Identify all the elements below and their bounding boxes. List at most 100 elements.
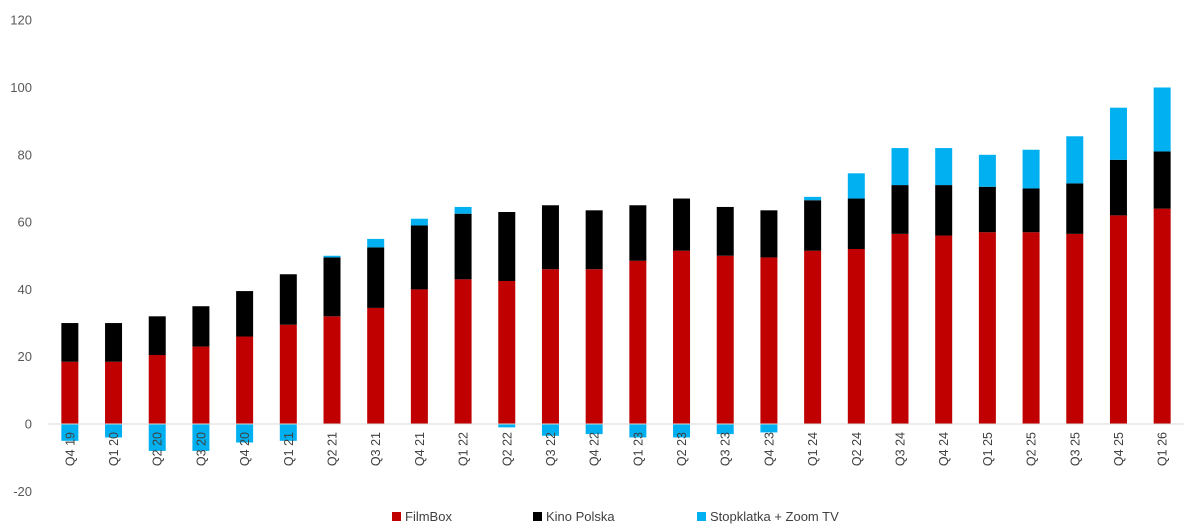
bar-stopklatka-zoom-tv: [105, 424, 123, 438]
bar-kino-polska: [1066, 183, 1084, 234]
y-tick-label: 100: [10, 80, 32, 95]
bar-filmbox: [760, 257, 778, 424]
x-tick-label: Q4 22: [588, 432, 602, 466]
legend-item-kino-polska: Kino Polska: [533, 509, 615, 524]
x-tick-label: Q2 20: [151, 432, 165, 466]
bar-filmbox: [1153, 208, 1171, 424]
bar-stopklatka-zoom-tv: [585, 424, 603, 435]
bar-kino-polska: [1109, 159, 1127, 216]
bar-kino-polska: [279, 274, 297, 325]
bar-kino-polska: [105, 323, 123, 362]
bar-kino-polska: [847, 198, 865, 250]
x-axis: Q4 19 Q1 20 Q2 20 Q3 20 Q4 20 Q1 21 Q2 21 Q3 21…: [63, 432, 1169, 466]
bar-filmbox: [541, 269, 559, 424]
legend-label-stopklatka-zoom-tv: Stopklatka + Zoom TV: [710, 509, 839, 524]
bar-filmbox: [935, 235, 953, 424]
bar-filmbox: [148, 355, 166, 424]
bar-stopklatka-zoom-tv: [410, 218, 428, 226]
bars-layer: [61, 87, 1171, 451]
bar-kino-polska: [236, 291, 254, 337]
legend-item-filmbox: FilmBox: [392, 509, 452, 524]
bar-kino-polska: [454, 213, 472, 280]
x-tick-label: Q2 25: [1025, 432, 1039, 466]
x-tick-label: Q2 21: [326, 432, 340, 466]
bar-filmbox: [804, 250, 822, 424]
bar-filmbox: [454, 279, 472, 424]
y-axis: -20 0 20 40 60 80 100 120: [10, 13, 32, 499]
bar-kino-polska: [629, 205, 647, 261]
x-tick-label: Q4 20: [238, 432, 252, 466]
x-tick-label: Q1 25: [981, 432, 995, 466]
bar-kino-polska: [148, 316, 166, 356]
bar-stopklatka-zoom-tv: [61, 424, 79, 441]
bar-filmbox: [279, 324, 297, 424]
x-tick-label: Q1 23: [631, 432, 645, 466]
x-tick-label: Q4 19: [63, 432, 77, 466]
legend: FilmBox Kino Polska Stopklatka + Zoom TV: [0, 509, 1184, 527]
bar-stopklatka-zoom-tv: [454, 206, 472, 214]
bar-kino-polska: [804, 200, 822, 251]
bar-stopklatka-zoom-tv: [935, 148, 953, 186]
x-tick-label: Q3 24: [894, 432, 908, 466]
x-tick-label: Q1 21: [282, 432, 296, 466]
x-tick-label: Q1 26: [1156, 432, 1170, 466]
bar-kino-polska: [192, 306, 210, 347]
bar-kino-polska: [410, 225, 428, 290]
bar-filmbox: [629, 260, 647, 424]
bar-filmbox: [1109, 215, 1127, 424]
y-tick-label: 0: [25, 417, 32, 432]
bar-stopklatka-zoom-tv: [541, 424, 559, 436]
bar-filmbox: [61, 361, 79, 424]
y-tick-label: 20: [18, 349, 32, 364]
bar-filmbox: [323, 316, 341, 424]
bar-kino-polska: [1153, 151, 1171, 209]
bar-kino-polska: [891, 185, 909, 234]
bar-stopklatka-zoom-tv: [847, 173, 865, 199]
bar-filmbox: [978, 232, 996, 424]
x-tick-label: Q3 23: [719, 432, 733, 466]
x-tick-label: Q4 23: [762, 432, 776, 466]
x-tick-label: Q1 24: [806, 432, 820, 466]
x-tick-label: Q4 24: [937, 432, 951, 466]
x-tick-label: Q2 24: [850, 432, 864, 466]
y-tick-label: 120: [10, 13, 32, 28]
bar-stopklatka-zoom-tv: [236, 424, 254, 443]
bar-stopklatka-zoom-tv: [978, 154, 996, 187]
bar-stopklatka-zoom-tv: [1109, 107, 1127, 160]
bar-kino-polska: [760, 210, 778, 258]
bar-filmbox: [410, 289, 428, 424]
bar-kino-polska: [498, 212, 516, 281]
legend-swatch-kino-polska: [533, 512, 542, 521]
legend-swatch-stopklatka-zoom-tv: [697, 512, 706, 521]
legend-label-kino-polska: Kino Polska: [546, 509, 615, 524]
bar-kino-polska: [978, 186, 996, 233]
bar-kino-polska: [61, 323, 79, 362]
bar-stopklatka-zoom-tv: [804, 196, 822, 201]
bar-stopklatka-zoom-tv: [498, 424, 516, 428]
x-tick-label: Q1 20: [107, 432, 121, 466]
bar-kino-polska: [541, 205, 559, 270]
y-tick-label: 40: [18, 282, 32, 297]
bar-kino-polska: [673, 198, 691, 251]
bar-filmbox: [236, 336, 254, 424]
bar-stopklatka-zoom-tv: [279, 424, 297, 441]
legend-label-filmbox: FilmBox: [405, 509, 452, 524]
bar-stopklatka-zoom-tv: [1022, 149, 1040, 189]
x-tick-label: Q3 25: [1068, 432, 1082, 466]
bar-stopklatka-zoom-tv: [760, 424, 778, 433]
bar-kino-polska: [1022, 188, 1040, 233]
bar-stopklatka-zoom-tv: [891, 148, 909, 186]
bar-kino-polska: [716, 206, 734, 256]
y-tick-label: 80: [18, 147, 32, 162]
bar-filmbox: [192, 346, 210, 425]
bar-filmbox: [367, 307, 385, 424]
x-tick-label: Q2 22: [500, 432, 514, 466]
x-tick-label: Q1 22: [457, 432, 471, 466]
y-tick-label: -20: [13, 484, 32, 499]
bar-filmbox: [498, 280, 516, 424]
bar-stopklatka-zoom-tv: [367, 238, 385, 248]
bar-kino-polska: [585, 210, 603, 270]
bar-filmbox: [673, 250, 691, 424]
bar-stopklatka-zoom-tv: [1066, 136, 1084, 184]
